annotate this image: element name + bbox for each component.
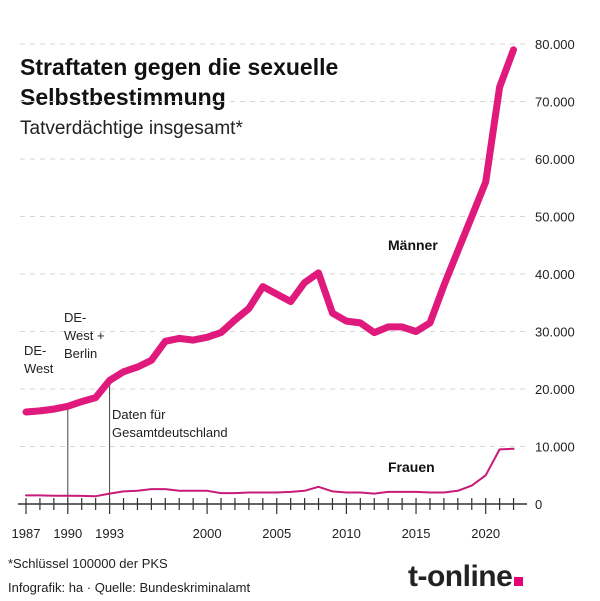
annotation-line: West + xyxy=(64,328,105,343)
y-tick-label: 40.000 xyxy=(535,267,575,282)
chart-title: Straftaten gegen die sexuelle Selbstbest… xyxy=(20,54,339,110)
x-tick-label: 1990 xyxy=(53,526,82,541)
series-label-frauen: Frauen xyxy=(388,459,435,475)
logo-dot xyxy=(514,577,524,586)
line-chart: 0 10.000 20.000 30.000 40.000 50.000 60.000 70.… xyxy=(12,37,575,541)
annotation: DE- West + Berlin xyxy=(64,310,105,361)
annotation: Daten für Gesamtdeutschland xyxy=(112,407,228,440)
annotation-line: DE- xyxy=(64,310,86,325)
x-tick-label: 1993 xyxy=(95,526,124,541)
annotation: DE- West xyxy=(24,343,54,376)
footnote: *Schlüssel 100000 der PKS xyxy=(8,556,168,571)
chart-subtitle: Tatverdächtige insgesamt* xyxy=(20,118,243,139)
y-tick-label: 30.000 xyxy=(535,325,575,340)
annotation-line: Gesamtdeutschland xyxy=(112,425,228,440)
annotation-line: West xyxy=(24,361,54,376)
x-tick-label: 2000 xyxy=(193,526,222,541)
annotation-line: Daten für xyxy=(112,407,166,422)
x-tick-label: 2010 xyxy=(332,526,361,541)
source-credit: Infografik: ha · Quelle: Bundeskriminala… xyxy=(8,580,251,595)
series-line-maenner xyxy=(22,46,517,416)
annotation-line: DE- xyxy=(24,343,46,358)
x-tick-label: 2015 xyxy=(402,526,431,541)
series-line-frauen xyxy=(25,447,515,498)
y-tick-label: 20.000 xyxy=(535,382,575,397)
y-tick-label: 0 xyxy=(535,497,542,512)
x-tick-label: 2020 xyxy=(471,526,500,541)
annotation-line: Berlin xyxy=(64,346,97,361)
t-online-logo: t-online xyxy=(408,560,524,594)
y-tick-label: 60.000 xyxy=(535,152,575,167)
y-tick-label: 80.000 xyxy=(535,37,575,52)
logo-text: t-online xyxy=(408,560,513,593)
x-tick-label: 2005 xyxy=(262,526,291,541)
x-tick-label: 1987 xyxy=(12,526,41,541)
y-tick-label: 10.000 xyxy=(535,440,575,455)
series-label-maenner: Männer xyxy=(388,237,438,253)
y-tick-label: 50.000 xyxy=(535,210,575,225)
y-tick-label: 70.000 xyxy=(535,95,575,110)
